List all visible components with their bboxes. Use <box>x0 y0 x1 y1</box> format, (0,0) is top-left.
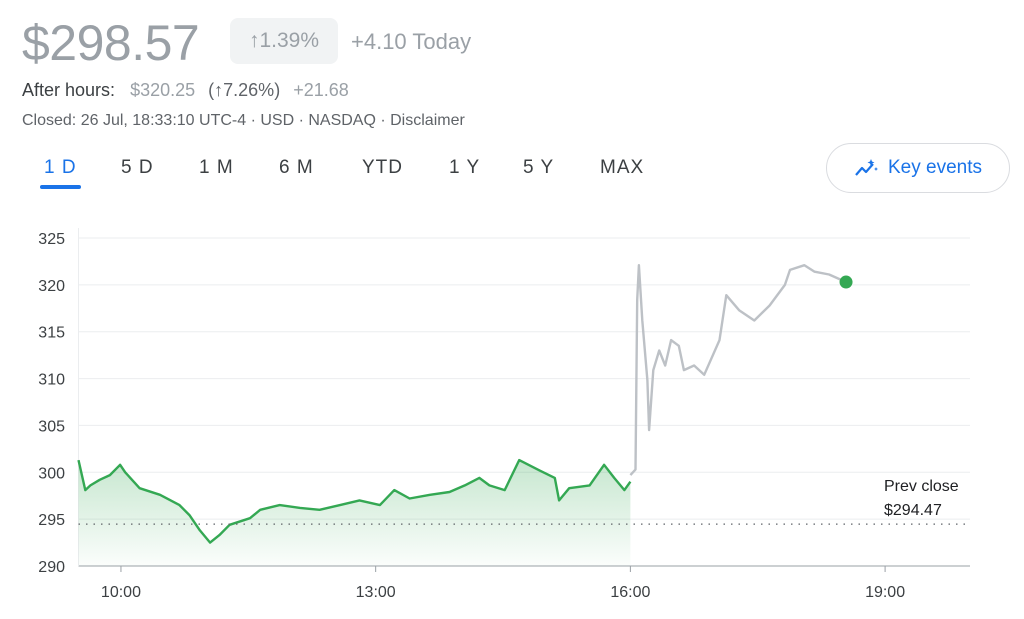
prev-close-label: Prev close <box>884 478 959 495</box>
after-hours-line <box>629 264 847 476</box>
tab-1d[interactable]: 1 D <box>40 157 81 189</box>
change-percent-badge: ↑1.39% <box>230 18 338 64</box>
x-tick-label: 19:00 <box>865 584 905 601</box>
tab-1y[interactable]: 1 Y <box>449 157 481 178</box>
regular-session-line <box>77 458 632 544</box>
tab-5d[interactable]: 5 D <box>121 157 154 178</box>
x-tick-label: 13:00 <box>356 584 396 601</box>
y-tick-label: 325 <box>38 231 65 248</box>
tab-5y[interactable]: 5 Y <box>523 157 555 178</box>
after-hours-price: $320.25 <box>130 80 196 100</box>
y-tick-label: 320 <box>38 278 65 295</box>
current-price-dot <box>839 275 853 289</box>
tab-ytd[interactable]: YTD <box>362 157 403 178</box>
disclaimer-link[interactable]: Disclaimer <box>390 112 465 129</box>
tab-max[interactable]: MAX <box>600 157 645 178</box>
market-status: Closed: 26 Jul, 18:33:10 UTC-4 · USD · N… <box>22 112 465 130</box>
change-today: +4.10 Today <box>351 29 472 54</box>
closed-text: Closed: 26 Jul, 18:33:10 UTC-4 · USD · N… <box>22 112 391 129</box>
current-price: $298.57 <box>22 15 200 71</box>
after-hours-percent: (↑7.26%) <box>208 80 281 100</box>
y-tick-label: 295 <box>38 512 65 529</box>
key-events-button[interactable]: Key events <box>826 143 1010 193</box>
x-tick-label: 10:00 <box>101 584 141 601</box>
y-tick-label: 305 <box>38 418 65 435</box>
tab-6m[interactable]: 6 M <box>279 157 314 178</box>
prev-close-value: $294.47 <box>884 502 942 519</box>
y-tick-label: 315 <box>38 325 65 342</box>
y-tick-label: 310 <box>38 372 65 389</box>
after-hours-label: After hours: <box>22 80 116 100</box>
after-hours-change: +21.68 <box>293 80 349 100</box>
regular-session-area <box>78 460 631 566</box>
trend-sparkle-icon <box>855 159 878 176</box>
x-tick-label: 16:00 <box>610 584 650 601</box>
key-events-label: Key events <box>888 157 982 178</box>
after-hours-row: After hours: $320.25 (↑7.26%) +21.68 <box>22 80 357 101</box>
y-tick-label: 290 <box>38 559 65 576</box>
tab-1m[interactable]: 1 M <box>199 157 234 178</box>
y-tick-label: 300 <box>38 465 65 482</box>
